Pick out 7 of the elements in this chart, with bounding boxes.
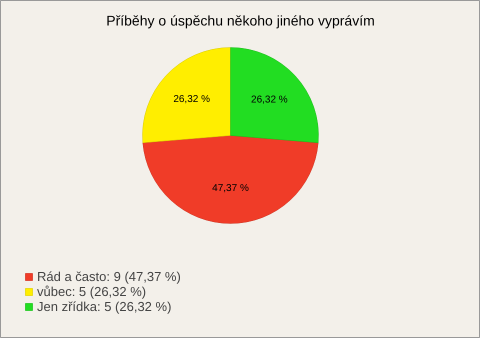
legend-label: Jen zřídka: 5 (26,32 %)	[37, 299, 172, 314]
data-label: 26,32 %	[173, 94, 210, 106]
data-label: 47,37 %	[212, 182, 249, 194]
data-label: 26,32 %	[251, 94, 288, 106]
legend-label: vůbec: 5 (26,32 %)	[37, 284, 146, 299]
chart-title: Příběhy o úspěchu někoho jiného vyprávím	[106, 12, 375, 28]
legend-label: Rád a často: 9 (47,37 %)	[37, 269, 181, 284]
